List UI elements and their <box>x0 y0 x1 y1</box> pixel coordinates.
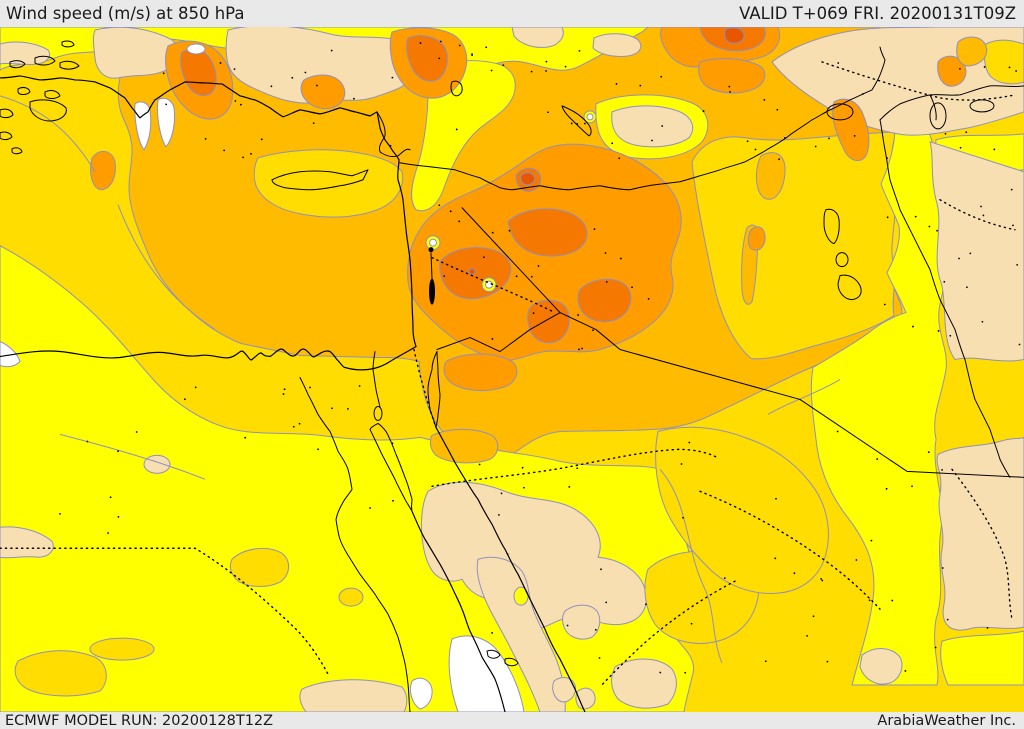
coastlines-and-borders <box>0 40 1024 712</box>
footer-bar: ECMWF MODEL RUN: 20200128T12Z ArabiaWeat… <box>0 712 1024 729</box>
wind-speed-map-svg <box>0 27 1024 712</box>
branding-label: ArabiaWeather Inc. <box>877 712 1016 729</box>
contour-lines <box>0 95 841 664</box>
country-borders-dotted <box>0 61 1016 688</box>
terrain-speckles <box>59 40 1021 674</box>
wind-speed-fill-layers <box>0 27 1024 712</box>
wind-speed-map <box>0 27 1024 712</box>
valid-time-label: VALID T+069 FRI. 20200131T09Z <box>739 4 1016 23</box>
header-bar: Wind speed (m/s) at 850 hPa VALID T+069 … <box>0 0 1024 27</box>
model-run-label: ECMWF MODEL RUN: 20200128T12Z <box>5 712 274 729</box>
map-title: Wind speed (m/s) at 850 hPa <box>6 4 245 23</box>
